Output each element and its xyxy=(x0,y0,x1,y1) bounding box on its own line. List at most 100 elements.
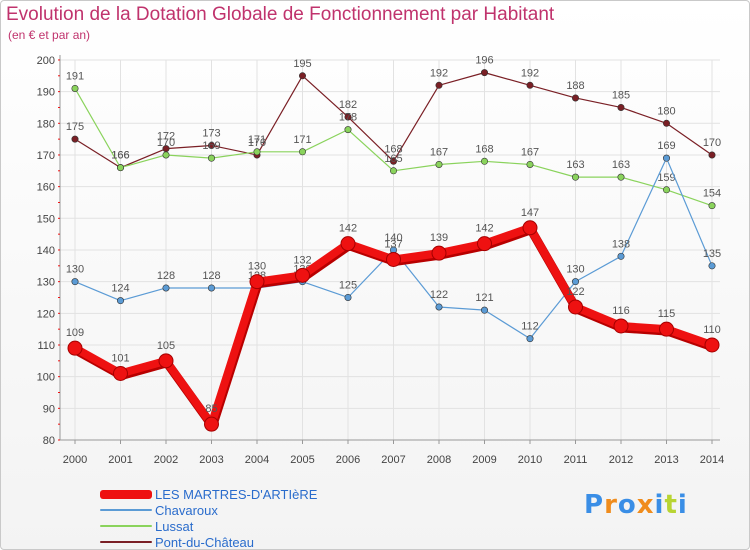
data-label: 132 xyxy=(293,254,311,266)
y-tick-label: 200 xyxy=(37,55,55,67)
legend-item: Lussat xyxy=(100,518,317,534)
data-point xyxy=(344,126,352,134)
y-tick-label: 80 xyxy=(43,435,55,447)
data-point xyxy=(568,299,583,315)
x-tick-label: 2004 xyxy=(245,454,269,466)
data-point xyxy=(435,160,443,168)
data-label: 192 xyxy=(521,67,539,79)
data-label: 170 xyxy=(157,137,175,149)
data-point xyxy=(298,148,306,156)
data-point xyxy=(386,251,401,267)
data-label: 170 xyxy=(703,137,721,149)
data-point xyxy=(708,262,716,270)
data-point xyxy=(431,245,447,261)
data-point xyxy=(249,274,265,290)
data-point xyxy=(480,69,488,77)
data-label: 173 xyxy=(202,127,220,139)
data-label: 185 xyxy=(612,89,630,101)
data-label: 165 xyxy=(384,153,402,165)
data-label: 195 xyxy=(293,58,311,70)
x-tick-label: 2014 xyxy=(700,454,724,466)
data-label: 171 xyxy=(248,134,266,146)
y-tick-label: 120 xyxy=(37,308,55,320)
legend-label: Lussat xyxy=(155,518,194,534)
logo-letter: t xyxy=(664,490,678,520)
y-tick-label: 160 xyxy=(37,182,55,194)
logo-letter: x xyxy=(636,490,655,520)
data-label: 115 xyxy=(658,308,676,320)
x-tick-label: 2001 xyxy=(108,454,132,466)
data-label: 169 xyxy=(657,140,675,152)
data-point xyxy=(662,186,670,194)
logo-letter: i xyxy=(677,490,688,520)
legend-swatch xyxy=(100,489,152,499)
chart-legend: LES MARTRES-D'ARTIèRE Chavaroux Lussat P… xyxy=(100,486,317,550)
data-point xyxy=(708,202,716,210)
data-point xyxy=(662,154,670,162)
logo-letter: o xyxy=(617,490,637,520)
data-point xyxy=(571,94,579,102)
x-tick-label: 2010 xyxy=(518,454,542,466)
data-label: 182 xyxy=(339,99,357,111)
y-tick-label: 150 xyxy=(37,213,55,225)
data-point xyxy=(113,365,128,381)
data-point xyxy=(298,72,306,80)
data-label: 130 xyxy=(566,264,584,276)
chart-subtitle: (en € et par an) xyxy=(8,28,91,42)
y-tick-label: 110 xyxy=(37,340,55,352)
data-point xyxy=(526,160,534,168)
x-tick-label: 2006 xyxy=(336,454,360,466)
data-point xyxy=(704,337,720,353)
data-point xyxy=(344,293,352,301)
data-point xyxy=(662,119,670,127)
data-label: 124 xyxy=(111,283,129,295)
x-tick-label: 2008 xyxy=(427,454,451,466)
data-point xyxy=(67,340,83,356)
data-label: 168 xyxy=(475,143,493,155)
data-label: 175 xyxy=(66,121,84,133)
data-label: 130 xyxy=(248,261,266,273)
data-point xyxy=(571,278,579,286)
data-point xyxy=(117,297,125,305)
data-point xyxy=(389,157,397,165)
legend-swatch xyxy=(100,509,152,511)
data-point xyxy=(435,81,443,89)
data-point xyxy=(208,141,216,149)
data-point xyxy=(71,135,79,143)
data-label: 109 xyxy=(66,327,84,339)
data-label: 110 xyxy=(703,324,721,336)
legend-item: Chavaroux xyxy=(100,502,317,518)
legend-swatch xyxy=(100,541,152,543)
legend-label: Chavaroux xyxy=(155,502,218,518)
x-tick-label: 2005 xyxy=(290,454,314,466)
logo-letter: P xyxy=(584,490,605,520)
data-label: 105 xyxy=(157,340,175,352)
y-tick-label: 100 xyxy=(37,372,55,384)
data-label: 163 xyxy=(566,159,584,171)
data-label: 191 xyxy=(66,70,84,82)
data-point xyxy=(71,278,79,286)
data-label: 163 xyxy=(612,159,630,171)
x-tick-label: 2012 xyxy=(609,454,633,466)
data-label: 142 xyxy=(475,223,493,235)
logo-letter: i xyxy=(654,490,665,520)
x-tick-label: 2011 xyxy=(564,454,588,466)
data-label: 116 xyxy=(612,305,630,317)
x-tick-label: 2003 xyxy=(199,454,223,466)
data-point xyxy=(435,303,443,311)
data-label: 122 xyxy=(566,286,584,298)
data-point xyxy=(617,173,625,181)
data-label: 138 xyxy=(612,238,630,250)
data-point xyxy=(340,236,356,252)
data-label: 170 xyxy=(248,137,266,149)
data-point xyxy=(253,148,261,156)
data-label: 140 xyxy=(384,232,402,244)
data-label: 167 xyxy=(430,146,448,158)
data-point xyxy=(522,220,538,236)
data-point xyxy=(617,252,625,260)
data-label: 139 xyxy=(430,232,448,244)
data-label: 101 xyxy=(111,352,129,364)
data-point xyxy=(162,151,170,159)
data-label: 167 xyxy=(521,146,539,158)
data-point xyxy=(617,103,625,111)
